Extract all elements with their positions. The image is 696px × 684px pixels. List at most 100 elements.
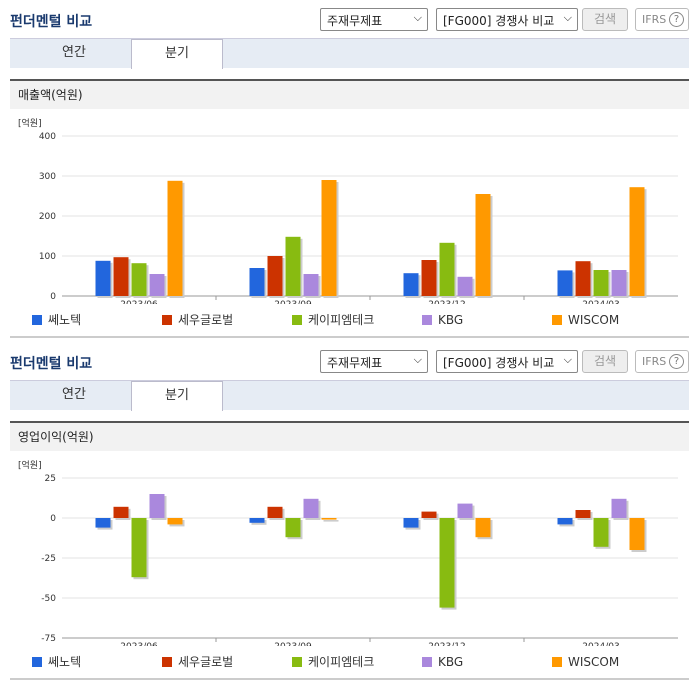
bar[interactable] <box>113 257 129 296</box>
statement-select-value: 주재무제표 <box>327 356 383 370</box>
bar[interactable] <box>457 276 473 296</box>
tab-annual[interactable]: 연간 <box>62 45 86 60</box>
legend-swatch <box>32 315 42 325</box>
legend-item[interactable]: 케이피엠테크 <box>292 312 374 328</box>
chevron-down-icon: ⌵ <box>413 353 422 366</box>
compare-select[interactable]: [FG000] 경쟁사 비교 ⌵ <box>436 350 578 373</box>
statement-select[interactable]: 주재무제표 ⌵ <box>320 8 428 31</box>
search-button[interactable]: 검색 <box>582 350 628 373</box>
chart-area: [억원] -75 -50 -25 0 25 2023/06 2023/09 2023/12 202… <box>10 454 689 676</box>
x-tick-label: 2023/09 <box>274 642 312 646</box>
panel-header: 펀더멘털 비교 주재무제표 ⌵ [FG000] 경쟁사 비교 ⌵ 검색 IFRS? <box>0 0 696 38</box>
period-tabs: 연간 분기 <box>10 380 689 411</box>
compare-select-value: [FG000] 경쟁사 비교 <box>443 356 555 370</box>
page-title: 펀더멘털 비교 <box>10 356 93 372</box>
legend-item[interactable]: WISCOM <box>552 312 619 328</box>
revenue-bar-chart: [억원] 0 100 200 300 400 2023/06 2023/09 2023/12 20… <box>18 117 678 310</box>
bar[interactable] <box>249 268 265 296</box>
legend-item[interactable]: WISCOM <box>552 654 619 670</box>
bar[interactable] <box>593 270 609 296</box>
legend-label: KBG <box>438 313 464 327</box>
bar[interactable] <box>303 274 319 296</box>
bar[interactable] <box>557 270 573 296</box>
panel-revenue: 펀더멘털 비교 주재무제표 ⌵ [FG000] 경쟁사 비교 ⌵ 검색 IFRS? … <box>0 0 696 338</box>
bar[interactable] <box>421 260 437 296</box>
bar[interactable] <box>267 506 283 518</box>
legend-label: WISCOM <box>568 313 620 327</box>
bar[interactable] <box>611 498 627 518</box>
bar[interactable] <box>611 270 627 296</box>
bar[interactable] <box>403 273 419 296</box>
bar[interactable] <box>131 518 147 578</box>
y-tick-label: -50 <box>41 594 56 604</box>
legend-swatch <box>162 315 172 325</box>
tab-quarterly[interactable]: 분기 <box>131 381 223 411</box>
bar[interactable] <box>95 260 111 296</box>
bar[interactable] <box>439 518 455 608</box>
divider <box>10 336 689 338</box>
legend-swatch <box>32 657 42 667</box>
ifrs-help-button[interactable]: IFRS? <box>635 8 689 31</box>
legend-item[interactable]: 세우글로벌 <box>162 312 233 328</box>
bar-shadow <box>323 520 339 522</box>
bar[interactable] <box>267 256 283 296</box>
bar[interactable] <box>575 261 591 296</box>
bar[interactable] <box>285 518 301 538</box>
unit-label: [억원] <box>18 459 42 471</box>
bar[interactable] <box>167 180 183 296</box>
legend-label: 케이피엠테크 <box>308 313 375 327</box>
bar[interactable] <box>95 518 111 528</box>
search-button[interactable]: 검색 <box>582 8 628 31</box>
panel-operating-profit: 펀더멘털 비교 주재무제표 ⌵ [FG000] 경쟁사 비교 ⌵ 검색 IFRS? … <box>0 342 696 680</box>
legend-swatch <box>422 657 432 667</box>
help-icon: ? <box>669 12 684 27</box>
operating-profit-bar-chart: [억원] -75 -50 -25 0 25 2023/06 2023/09 2023/12 202… <box>18 459 678 652</box>
bar[interactable] <box>285 236 301 296</box>
legend-swatch <box>162 657 172 667</box>
bar[interactable] <box>475 194 491 296</box>
y-tick-label: -25 <box>41 554 56 564</box>
x-tick-label: 2024/03 <box>582 642 619 646</box>
bar[interactable] <box>149 274 165 296</box>
bar[interactable] <box>557 518 573 525</box>
legend-swatch <box>292 315 302 325</box>
bar[interactable] <box>421 511 437 518</box>
ifrs-label: IFRS <box>642 355 667 368</box>
bar[interactable] <box>439 242 455 296</box>
y-tick-label: 300 <box>39 172 56 182</box>
bar[interactable] <box>303 498 319 518</box>
x-tick-label: 2023/12 <box>428 642 465 646</box>
legend-item[interactable]: 세우글로벌 <box>162 654 233 670</box>
bar[interactable] <box>457 503 473 518</box>
bar[interactable] <box>593 518 609 547</box>
legend-label: WISCOM <box>568 655 620 669</box>
tab-quarterly[interactable]: 분기 <box>131 39 223 69</box>
legend-item[interactable]: 케이피엠테크 <box>292 654 374 670</box>
legend-swatch <box>422 315 432 325</box>
legend-label: 케이피엠테크 <box>308 655 375 669</box>
legend-item[interactable]: 쎄노텍 <box>32 312 81 328</box>
bar[interactable] <box>113 506 129 518</box>
ifrs-label: IFRS <box>642 13 667 26</box>
legend-item[interactable]: KBG <box>422 312 463 328</box>
bar[interactable] <box>149 494 165 518</box>
bar[interactable] <box>629 187 645 296</box>
compare-select[interactable]: [FG000] 경쟁사 비교 ⌵ <box>436 8 578 31</box>
statement-select[interactable]: 주재무제표 ⌵ <box>320 350 428 373</box>
bar[interactable] <box>575 510 591 518</box>
bar[interactable] <box>403 518 419 528</box>
legend-item[interactable]: KBG <box>422 654 463 670</box>
compare-select-value: [FG000] 경쟁사 비교 <box>443 14 555 28</box>
bar[interactable] <box>321 518 337 520</box>
bar[interactable] <box>629 518 645 550</box>
bar[interactable] <box>249 518 265 523</box>
chart-title: 매출액(억원) <box>10 79 689 109</box>
tab-annual[interactable]: 연간 <box>62 387 86 402</box>
legend-item[interactable]: 쎄노텍 <box>32 654 81 670</box>
bar[interactable] <box>321 180 337 296</box>
ifrs-help-button[interactable]: IFRS? <box>635 350 689 373</box>
bar[interactable] <box>131 263 147 296</box>
bar[interactable] <box>167 518 183 525</box>
legend-swatch <box>292 657 302 667</box>
bar[interactable] <box>475 518 491 538</box>
